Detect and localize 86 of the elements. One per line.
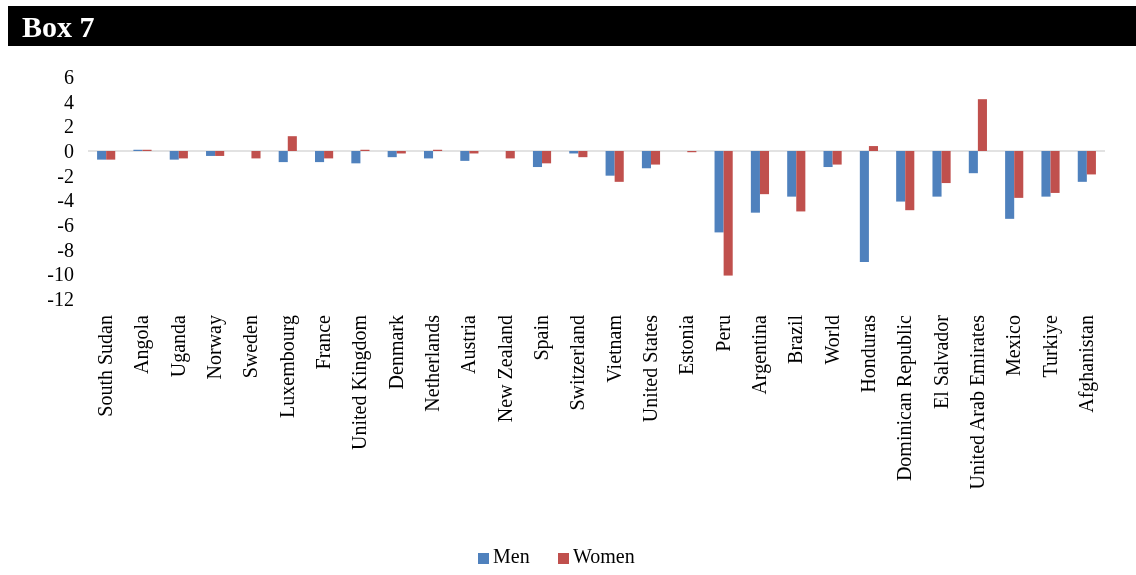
bar [796,151,806,212]
bar [968,151,978,174]
bar [387,151,397,158]
bar [932,151,942,197]
bar [106,151,116,160]
x-tick-label: Afghanistan [1074,315,1098,413]
bar [787,151,797,197]
bar [315,151,325,163]
bar [1050,151,1060,193]
x-tick-label: Denmark [384,315,407,390]
bar [823,151,833,168]
x-tick-label: Luxembourg [275,315,299,418]
bar [287,136,297,151]
x-tick-label: Mexico [1002,315,1025,377]
bar [278,151,288,163]
bar [1086,151,1096,175]
x-tick-label: France [312,314,335,370]
bar [351,151,361,164]
bar [215,151,225,156]
bar [714,151,724,233]
y-tick-label: 4 [64,90,74,113]
y-tick-label: -8 [57,238,74,261]
bar [896,151,906,202]
x-tick-label: Netherlands [421,314,444,412]
bar [1014,151,1024,198]
bar [97,151,107,160]
x-tick-label: Argentina [747,314,771,395]
bar [977,99,987,151]
bar [868,146,878,151]
legend-label: Women [573,545,635,567]
x-tick-label: Uganda [166,314,190,378]
x-tick-label: Peru [711,315,734,352]
bar [206,151,216,156]
x-tick-label: United Arab Emirates [965,314,988,490]
bar [578,151,588,158]
y-tick-label: 6 [64,66,74,88]
bar [859,151,869,262]
x-tick-label: Norway [203,315,227,380]
bar [178,151,188,159]
chart-title: Box 7 [22,10,95,43]
bar [750,151,760,213]
x-tick-label: Turkiye [1038,314,1062,378]
bar [505,151,515,159]
x-tick-label: Sweden [239,315,262,379]
y-tick-label: 0 [64,140,74,162]
bar [532,151,543,168]
x-tick-label: New Zealand [493,315,516,423]
y-tick-label: 2 [64,115,74,138]
y-tick-label: -12 [47,288,74,310]
bar [832,151,842,165]
bar [723,151,733,276]
bar [542,151,552,164]
x-tick-label: Honduras [856,314,879,393]
x-tick-label: Vietnam [602,314,625,383]
y-tick-label: -2 [57,164,74,187]
x-tick-label: Dominican Republic [893,314,917,482]
bar [1041,151,1051,197]
x-tick-label: El Salvador [929,314,952,409]
bar [905,151,915,211]
bar [759,151,770,195]
x-tick-label: United States [638,314,661,423]
bar [1077,151,1087,182]
bar [650,151,661,165]
y-tick-label: -4 [57,189,74,212]
bar [1005,151,1015,219]
legend-label: Men [493,545,530,567]
bar [251,151,261,159]
bar [605,151,615,176]
bar [169,151,179,160]
x-tick-label: Brazil [784,314,807,364]
bar [423,151,434,159]
x-tick-label: Austria [457,314,480,374]
x-tick-label: World [820,315,843,365]
bar [324,151,334,159]
x-tick-label: United Kingdom [348,314,372,450]
x-tick-label: Estonia [675,314,698,375]
bar [641,151,651,169]
x-tick-label: Angola [130,314,154,374]
x-tick-label: Spain [530,315,554,361]
bar [460,151,470,161]
bar [614,151,624,182]
bar [941,151,951,184]
y-tick-label: -6 [57,214,74,236]
x-tick-label: South Sudan [94,315,117,417]
y-tick-label: -10 [47,263,74,286]
x-tick-label: Switzerland [566,315,589,411]
